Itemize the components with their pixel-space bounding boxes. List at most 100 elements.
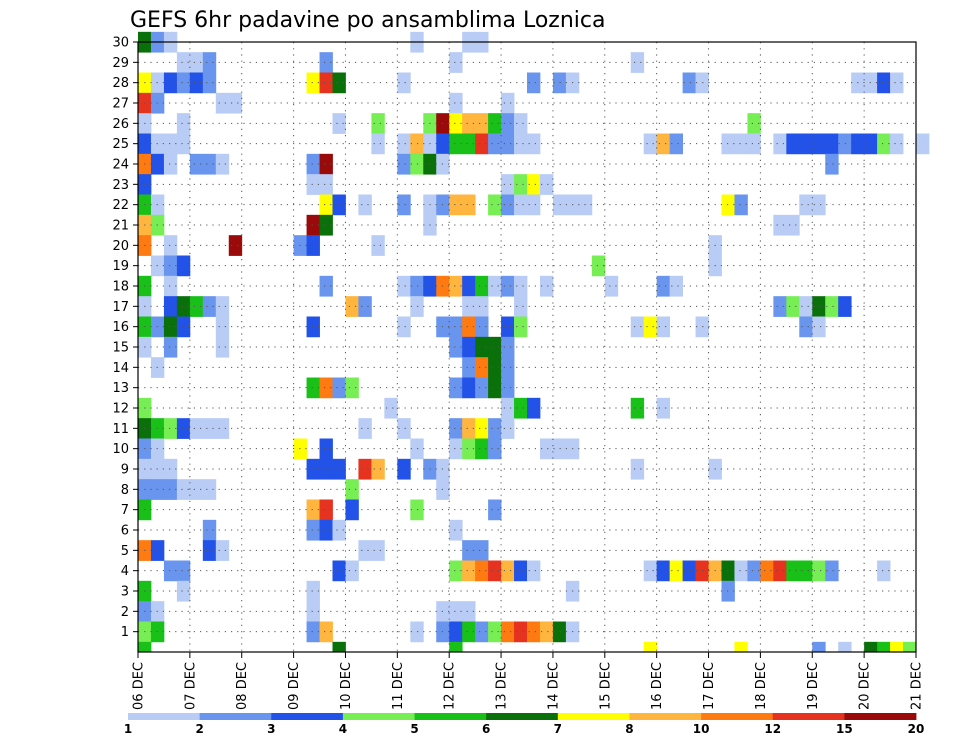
- heatmap-cell-m25-t50: [786, 133, 800, 155]
- heatmap-cell-m6-t5: [202, 519, 217, 541]
- heatmap-cell-m10-t26: [475, 438, 489, 460]
- heatmap-cell-m1-t29: [514, 621, 528, 643]
- heatmap-cell-m16-t26: [475, 316, 489, 338]
- heatmap-cell-m11-t25: [462, 418, 476, 439]
- heatmap-cell-m27-t6: [215, 92, 230, 114]
- y-tick-label-18: 18: [112, 280, 129, 295]
- heatmap-cell-m29-t3: [176, 52, 191, 73]
- x-tick-label-10: 16 DEC: [650, 662, 665, 710]
- heatmap-cell-m16-t52: [812, 316, 826, 338]
- heatmap-cell-m15-t26: [475, 336, 489, 358]
- colorbar-label-15: 15: [836, 722, 853, 736]
- heatmap-cell-m17-t4: [189, 296, 204, 317]
- heatmap-cell-m6-t14: [319, 519, 333, 541]
- heatmap-cell-m0-t39: [643, 641, 658, 653]
- heatmap-cell-m13-t15: [332, 377, 346, 399]
- heatmap-cell-m4-t50: [786, 560, 800, 582]
- heatmap-cell-m4-t2: [163, 560, 178, 582]
- y-tick-label-14: 14: [112, 361, 129, 376]
- x-tick-label-1: 07 DEC: [183, 662, 198, 710]
- heatmap-cell-m1-t26: [475, 621, 489, 643]
- x-tick-label-5: 11 DEC: [391, 662, 406, 710]
- heatmap-cell-m16-t24: [449, 316, 463, 338]
- heatmap-cell-m11-t3: [176, 418, 191, 439]
- x-tick-label-4: 10 DEC: [339, 662, 354, 710]
- heatmap-cell-m4-t26: [475, 560, 489, 582]
- heatmap-cell-m18-t28: [501, 275, 515, 297]
- heatmap-cell-m1-t27: [488, 621, 502, 643]
- heatmap-cell-m23-t13: [306, 174, 320, 195]
- heatmap-cell-m28-t42: [682, 72, 696, 94]
- heatmap-cell-m26-t18: [371, 113, 385, 134]
- heatmap-cell-m29-t5: [202, 52, 217, 73]
- heatmap-cell-m28-t57: [877, 72, 891, 94]
- y-tick-label-10: 10: [112, 442, 129, 457]
- heatmap-cell-m26-t27: [488, 113, 502, 134]
- y-tick-label-1: 1: [121, 625, 129, 640]
- heatmap-cell-m28-t15: [332, 72, 346, 94]
- heatmap-cell-m11-t4: [189, 418, 204, 439]
- heatmap-cell-m24-t13: [306, 153, 320, 175]
- heatmap-cell-m11-t27: [488, 418, 502, 439]
- heatmap-cell-m13-t25: [462, 377, 476, 399]
- heatmap-cell-m10-t27: [488, 438, 502, 460]
- heatmap-cell-m26-t15: [332, 113, 346, 134]
- heatmap-cell-m25-t24: [449, 133, 463, 155]
- heatmap-cell-m5-t6: [215, 540, 230, 561]
- heatmap-cell-m4-t16: [345, 560, 359, 582]
- x-axis: 06 DEC 07 DEC 08 DEC 09 DEC 10 DEC 11 DEC 12 D…: [132, 652, 925, 710]
- y-tick-label-29: 29: [112, 56, 129, 71]
- heatmap-cell-m4-t53: [825, 560, 839, 582]
- heatmap-cell-m17-t26: [475, 296, 489, 317]
- y-tick-label-3: 3: [121, 585, 129, 600]
- heatmap-cell-m0-t24: [449, 641, 463, 653]
- heatmap-cell-m4-t47: [747, 560, 761, 582]
- heatmap-cell-m10-t14: [319, 438, 333, 460]
- heatmap-cell-m17-t16: [345, 296, 359, 317]
- heatmap-cell-m25-t27: [488, 133, 502, 155]
- y-tick-label-11: 11: [112, 422, 129, 437]
- y-tick-label-24: 24: [112, 158, 129, 173]
- colorbar-swatch-2: [271, 713, 344, 720]
- y-tick-label-27: 27: [112, 97, 129, 112]
- heatmap-cell-m25-t21: [410, 133, 424, 155]
- heatmap-cell-m5-t25: [462, 540, 476, 561]
- heatmap-cell-m21-t14: [319, 214, 333, 236]
- heatmap-cell-m16-t25: [462, 316, 476, 338]
- heatmap-cell-m0-t57: [877, 641, 891, 653]
- heatmap-cell-m1-t24: [449, 621, 463, 643]
- heatmap-cell-m18-t20: [397, 275, 411, 297]
- heatmap-cell-m13-t16: [345, 377, 359, 399]
- heatmap-cell-m28-t14: [319, 72, 333, 94]
- heatmap-cell-m25-t51: [799, 133, 813, 155]
- heatmap-cell-m11-t5: [202, 418, 217, 439]
- colorbar-swatch-10: [844, 713, 917, 720]
- heatmap-cell-m17-t21: [410, 296, 424, 317]
- heatmap-cell-m18-t25: [462, 275, 476, 297]
- heatmap-cell-m11-t28: [501, 418, 515, 439]
- heatmap-cell-m12-t40: [656, 397, 671, 419]
- y-tick-label-25: 25: [112, 137, 129, 152]
- colorbar-label-20: 20: [908, 722, 925, 736]
- heatmap-cell-m18-t14: [319, 275, 333, 297]
- heatmap-cell-m11-t2: [163, 418, 178, 439]
- heatmap-cell-m25-t40: [656, 133, 671, 155]
- heatmap-cell-m4-t57: [877, 560, 891, 582]
- heatmap-cell-m17-t50: [786, 296, 800, 317]
- heatmap-cell-m18-t40: [656, 275, 671, 297]
- heatmap-cell-m15-t28: [501, 336, 515, 358]
- heatmap-cell-m7-t13: [306, 499, 320, 521]
- heatmap-cell-m15-t25: [462, 336, 476, 358]
- y-tick-label-22: 22: [112, 198, 129, 213]
- heatmap-cell-m0-t59: [903, 641, 917, 653]
- heatmap-cell-m10-t21: [410, 438, 424, 460]
- heatmap-cell-m17-t52: [812, 296, 826, 317]
- x-tick-label-6: 12 DEC: [443, 662, 458, 710]
- heatmap-cell-m11-t20: [397, 418, 411, 439]
- heatmap-cell-m17-t6: [215, 296, 230, 317]
- heatmap-cell-m4-t27: [488, 560, 502, 582]
- colorbar-swatch-1: [199, 713, 272, 720]
- heatmap-cell-m29-t24: [449, 52, 463, 73]
- colorbar-swatch-8: [701, 713, 774, 720]
